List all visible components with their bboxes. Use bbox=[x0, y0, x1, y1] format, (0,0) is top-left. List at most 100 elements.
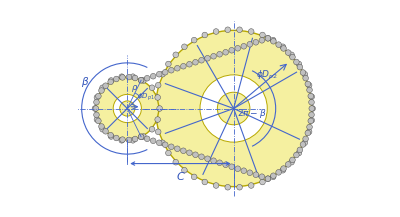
Circle shape bbox=[305, 130, 311, 136]
Circle shape bbox=[290, 157, 295, 163]
Circle shape bbox=[302, 71, 308, 77]
Circle shape bbox=[241, 168, 246, 174]
Circle shape bbox=[180, 148, 186, 154]
Circle shape bbox=[308, 93, 314, 99]
Circle shape bbox=[193, 152, 198, 158]
Circle shape bbox=[225, 27, 230, 33]
Circle shape bbox=[294, 59, 299, 65]
Circle shape bbox=[297, 147, 303, 153]
Circle shape bbox=[237, 27, 242, 33]
Circle shape bbox=[155, 95, 160, 100]
Circle shape bbox=[141, 134, 146, 139]
Circle shape bbox=[260, 32, 265, 38]
Circle shape bbox=[247, 41, 253, 47]
Circle shape bbox=[235, 166, 240, 171]
Circle shape bbox=[270, 173, 276, 179]
Circle shape bbox=[199, 154, 204, 159]
Circle shape bbox=[108, 78, 114, 83]
Circle shape bbox=[217, 92, 250, 125]
Circle shape bbox=[241, 43, 246, 49]
Circle shape bbox=[155, 117, 160, 122]
Circle shape bbox=[270, 38, 276, 44]
Circle shape bbox=[153, 117, 158, 123]
Circle shape bbox=[150, 138, 156, 144]
Circle shape bbox=[155, 129, 161, 135]
Circle shape bbox=[152, 106, 158, 111]
Circle shape bbox=[270, 37, 276, 43]
Circle shape bbox=[289, 52, 294, 58]
Circle shape bbox=[138, 134, 144, 140]
Circle shape bbox=[309, 99, 314, 105]
Circle shape bbox=[305, 81, 311, 87]
Circle shape bbox=[289, 159, 294, 165]
Circle shape bbox=[205, 56, 210, 61]
Circle shape bbox=[211, 53, 216, 59]
Circle shape bbox=[100, 85, 105, 90]
Circle shape bbox=[100, 127, 105, 132]
Circle shape bbox=[120, 75, 125, 80]
Text: $2\pi - \beta$: $2\pi - \beta$ bbox=[237, 107, 267, 120]
Circle shape bbox=[237, 184, 242, 190]
Circle shape bbox=[132, 75, 138, 81]
Circle shape bbox=[130, 74, 136, 79]
Text: $\phi D_{p2}$: $\phi D_{p2}$ bbox=[256, 69, 278, 82]
Circle shape bbox=[150, 73, 156, 79]
Circle shape bbox=[309, 106, 314, 111]
Circle shape bbox=[160, 140, 165, 146]
Circle shape bbox=[265, 36, 271, 41]
Circle shape bbox=[229, 164, 234, 169]
Circle shape bbox=[174, 146, 180, 151]
Circle shape bbox=[247, 170, 253, 176]
Circle shape bbox=[186, 61, 192, 67]
Circle shape bbox=[281, 46, 286, 51]
Circle shape bbox=[182, 168, 187, 173]
Circle shape bbox=[166, 150, 171, 156]
Circle shape bbox=[174, 66, 180, 71]
Circle shape bbox=[119, 138, 124, 143]
Circle shape bbox=[166, 61, 171, 67]
Circle shape bbox=[302, 140, 308, 146]
Circle shape bbox=[99, 88, 104, 93]
Circle shape bbox=[156, 140, 162, 146]
Circle shape bbox=[108, 132, 114, 138]
Circle shape bbox=[138, 77, 144, 83]
Circle shape bbox=[309, 117, 314, 123]
Circle shape bbox=[160, 71, 165, 77]
Circle shape bbox=[182, 44, 187, 49]
Circle shape bbox=[99, 124, 104, 129]
Circle shape bbox=[213, 183, 219, 188]
Circle shape bbox=[162, 142, 168, 148]
Circle shape bbox=[173, 52, 178, 58]
Circle shape bbox=[173, 159, 178, 165]
Circle shape bbox=[113, 94, 142, 123]
Circle shape bbox=[202, 32, 208, 38]
Circle shape bbox=[306, 82, 312, 88]
Circle shape bbox=[309, 112, 314, 118]
Text: $\phi D_{p1}$: $\phi D_{p1}$ bbox=[137, 92, 155, 103]
Circle shape bbox=[186, 150, 192, 156]
Circle shape bbox=[303, 75, 308, 81]
Circle shape bbox=[94, 117, 100, 122]
Circle shape bbox=[235, 46, 240, 51]
Circle shape bbox=[138, 77, 144, 83]
Circle shape bbox=[280, 44, 286, 49]
Circle shape bbox=[120, 137, 125, 142]
Circle shape bbox=[307, 124, 312, 130]
Circle shape bbox=[309, 94, 314, 100]
Circle shape bbox=[168, 67, 174, 73]
Text: $\rho$: $\rho$ bbox=[131, 84, 138, 94]
Circle shape bbox=[156, 71, 162, 77]
Text: $\beta$: $\beta$ bbox=[81, 75, 89, 89]
Circle shape bbox=[296, 61, 302, 67]
Circle shape bbox=[225, 184, 230, 190]
Circle shape bbox=[120, 101, 135, 116]
Circle shape bbox=[296, 150, 302, 156]
Circle shape bbox=[281, 166, 286, 171]
Circle shape bbox=[108, 134, 114, 139]
Circle shape bbox=[290, 54, 295, 60]
Circle shape bbox=[211, 158, 216, 164]
Circle shape bbox=[149, 127, 155, 132]
Circle shape bbox=[141, 78, 146, 83]
Circle shape bbox=[259, 174, 265, 179]
Circle shape bbox=[303, 136, 308, 142]
